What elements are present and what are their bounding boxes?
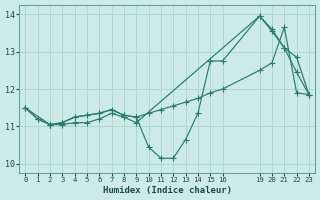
X-axis label: Humidex (Indice chaleur): Humidex (Indice chaleur) [103, 186, 232, 195]
